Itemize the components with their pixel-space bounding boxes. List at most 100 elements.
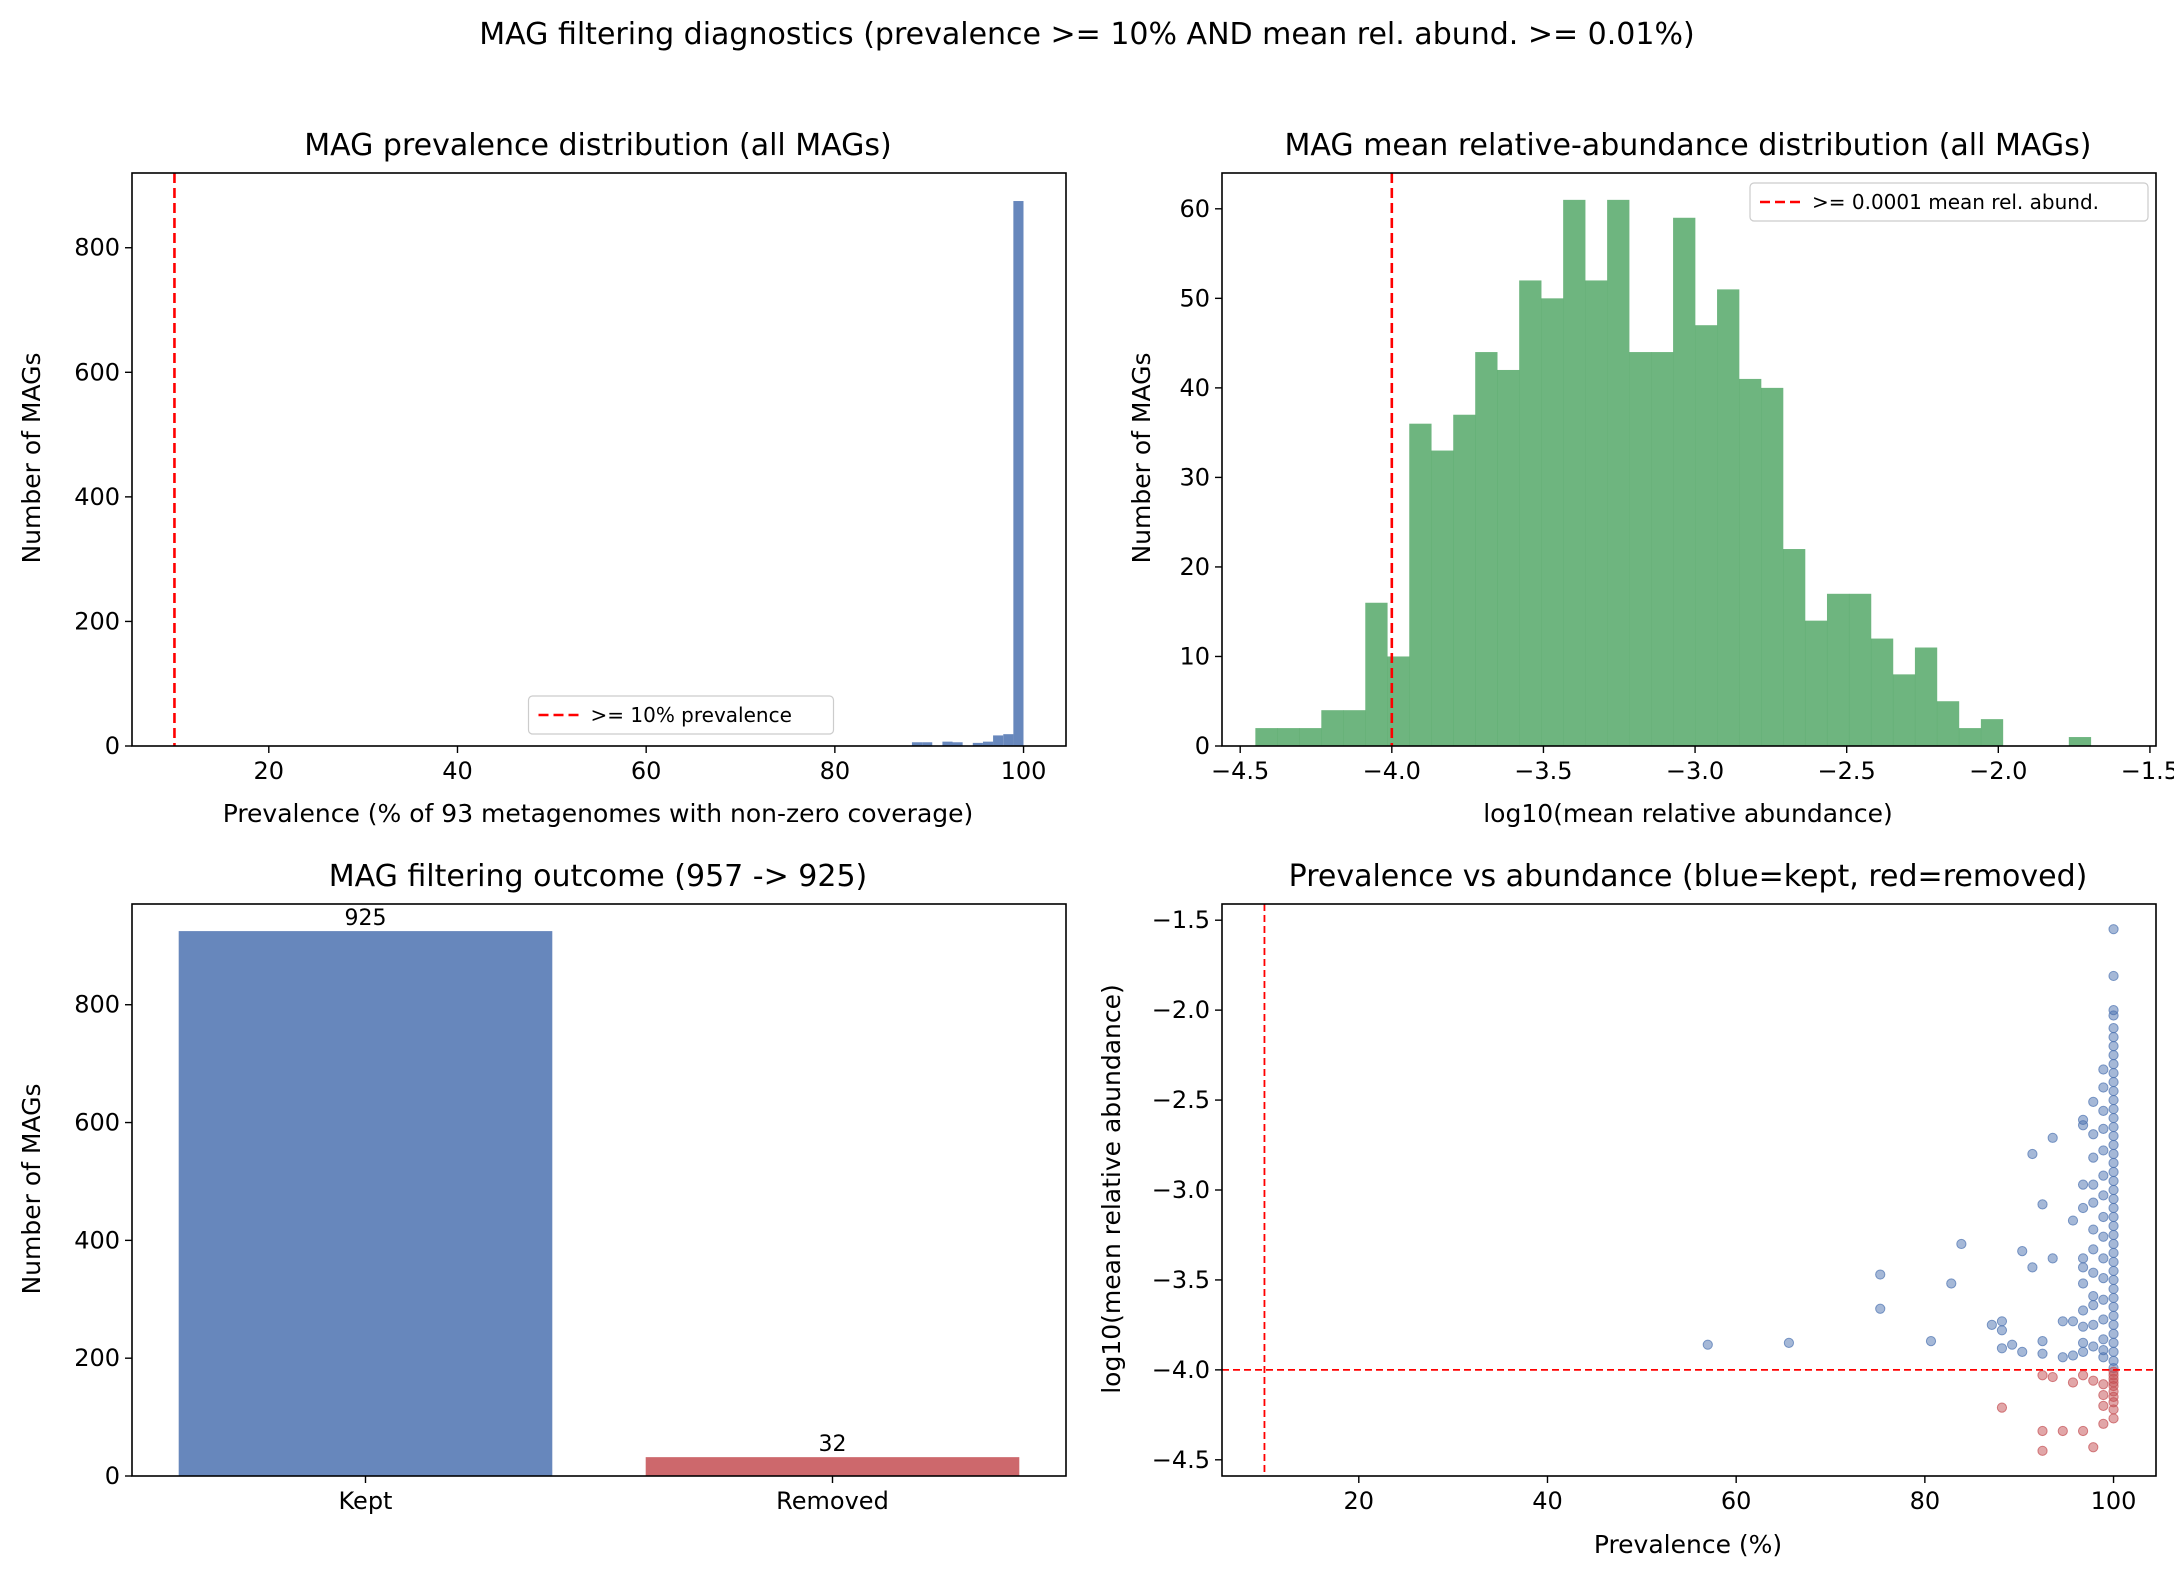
kept-point bbox=[1946, 1278, 1957, 1289]
histogram-bar bbox=[982, 741, 994, 746]
y-tick-label: 0 bbox=[105, 732, 120, 760]
removed-point bbox=[2077, 1370, 2089, 1381]
chart-title: MAG mean relative-abundance distribution… bbox=[1285, 128, 2092, 163]
kept-point bbox=[2108, 1049, 2119, 1061]
kept-point bbox=[2108, 1032, 2119, 1043]
kept-point bbox=[1875, 1269, 1886, 1280]
kept-point bbox=[2108, 1041, 2119, 1052]
kept-point bbox=[2108, 970, 2119, 982]
kept-point bbox=[2098, 1082, 2109, 1093]
histogram-bar bbox=[1321, 710, 1344, 746]
kept-point bbox=[2077, 1262, 2089, 1273]
kept-point bbox=[1702, 1339, 1713, 1350]
kept-point bbox=[2108, 1166, 2119, 1178]
histogram-bar bbox=[1980, 719, 2004, 746]
histogram-bar bbox=[1783, 549, 1806, 746]
histogram-bar bbox=[1673, 217, 1696, 746]
kept-point bbox=[2088, 1197, 2099, 1208]
removed-point bbox=[2098, 1400, 2109, 1411]
kept-point bbox=[2077, 1120, 2089, 1131]
kept-point bbox=[2108, 1310, 2119, 1322]
kept-point bbox=[2108, 924, 2119, 935]
y-tick-label: 0 bbox=[1195, 732, 1210, 760]
histogram-bar bbox=[1387, 656, 1410, 746]
legend-label: >= 0.0001 mean rel. abund. bbox=[1812, 190, 2099, 214]
kept-point bbox=[2088, 1244, 2099, 1255]
kept-point bbox=[2108, 1193, 2119, 1205]
kept-point bbox=[2098, 1105, 2109, 1116]
histogram-bar bbox=[1607, 199, 1630, 746]
x-tick-label: −1.5 bbox=[2121, 757, 2174, 785]
kept-point bbox=[2108, 1211, 2119, 1223]
kept-point bbox=[2108, 1238, 2119, 1250]
kept-point bbox=[2077, 1346, 2089, 1357]
histogram-bar bbox=[1761, 387, 1784, 746]
kept-point bbox=[2108, 1103, 2119, 1115]
kept-point bbox=[2017, 1246, 2028, 1257]
kept-point bbox=[2098, 1253, 2109, 1264]
x-tick-label: 100 bbox=[2091, 1487, 2137, 1515]
histogram-bar bbox=[922, 742, 933, 746]
y-tick-label: 30 bbox=[1179, 463, 1210, 491]
y-tick-label: 10 bbox=[1179, 642, 1210, 670]
bar-removed bbox=[645, 1457, 1020, 1476]
histogram-bar bbox=[1299, 728, 1322, 746]
histogram-bar bbox=[2068, 737, 2092, 746]
kept-point bbox=[2108, 1139, 2119, 1151]
removed-point bbox=[2108, 1413, 2119, 1424]
histogram-bar bbox=[952, 742, 963, 746]
removed-point bbox=[2037, 1425, 2048, 1437]
histogram-bar bbox=[1431, 450, 1454, 746]
kept-point bbox=[2108, 1010, 2119, 1021]
y-axis-label: Number of MAGs bbox=[17, 1083, 46, 1294]
kept-point bbox=[2077, 1305, 2089, 1316]
x-tick-label: −3.5 bbox=[1514, 757, 1572, 785]
kept-point bbox=[2098, 1294, 2109, 1305]
kept-point bbox=[2108, 1023, 2119, 1034]
histogram-bar bbox=[1409, 423, 1432, 746]
kept-point bbox=[2108, 1094, 2119, 1106]
kept-point bbox=[2098, 1170, 2109, 1181]
removed-point bbox=[2098, 1379, 2109, 1390]
kept-point bbox=[2108, 1220, 2119, 1232]
figure-suptitle: MAG filtering diagnostics (prevalence >=… bbox=[479, 17, 1694, 52]
x-tick-label: −4.0 bbox=[1363, 757, 1421, 785]
kept-point bbox=[2108, 1148, 2119, 1160]
removed-point bbox=[2108, 1404, 2119, 1415]
kept-point bbox=[2037, 1335, 2048, 1347]
kept-point bbox=[2088, 1319, 2099, 1331]
kept-point bbox=[2108, 1274, 2119, 1286]
histogram-bar bbox=[1497, 369, 1520, 746]
kept-point bbox=[2067, 1215, 2079, 1226]
kept-point bbox=[2108, 1184, 2119, 1196]
histogram-bar bbox=[1826, 593, 1850, 746]
kept-point bbox=[2108, 1076, 2119, 1088]
histogram-bar bbox=[993, 735, 1004, 746]
removed-point bbox=[2037, 1445, 2048, 1456]
kept-point bbox=[2077, 1253, 2089, 1264]
legend-box bbox=[1749, 182, 2149, 222]
histogram-bar bbox=[1475, 352, 1498, 746]
histogram-bar bbox=[1936, 701, 1960, 746]
kept-point bbox=[2108, 1229, 2119, 1241]
bar-value-label: 925 bbox=[345, 906, 387, 931]
kept-point bbox=[2088, 1152, 2099, 1163]
kept-point bbox=[2098, 1145, 2109, 1156]
y-tick-label: −3.5 bbox=[1152, 1266, 1210, 1294]
histogram-bar bbox=[1629, 352, 1652, 746]
histogram-bar bbox=[1541, 298, 1564, 746]
histogram-bar bbox=[1717, 289, 1740, 746]
kept-point bbox=[1956, 1238, 1967, 1250]
kept-point bbox=[1783, 1337, 1795, 1348]
y-tick-label: 600 bbox=[74, 1109, 120, 1137]
kept-point bbox=[1925, 1335, 1937, 1347]
kept-point bbox=[2108, 1337, 2119, 1348]
kept-point bbox=[2098, 1211, 2109, 1223]
kept-point bbox=[2098, 1273, 2109, 1284]
x-tick-label: −4.5 bbox=[1211, 757, 1269, 785]
kept-point bbox=[2027, 1148, 2038, 1160]
histogram-bar bbox=[1255, 728, 1278, 746]
histogram-bar bbox=[1343, 710, 1366, 746]
legend-box bbox=[527, 695, 835, 735]
